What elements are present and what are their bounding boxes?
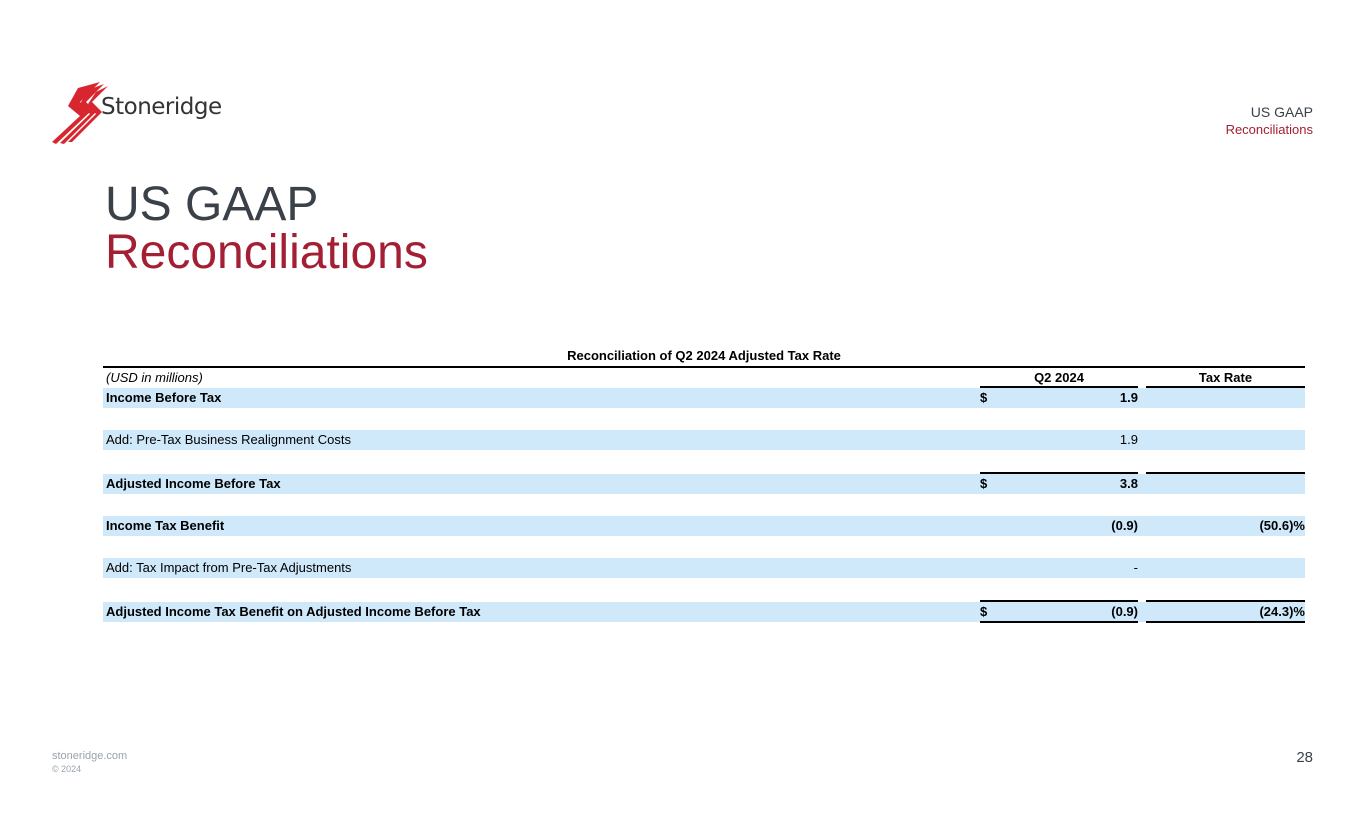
logo-wordmark: Stoneridge (101, 94, 222, 120)
row-value: (0.9) (1111, 518, 1138, 533)
row-label: Adjusted Income Tax Benefit on Adjusted … (106, 604, 481, 619)
row-dollar: $ (980, 476, 988, 491)
column-header-tax-rate: Tax Rate (1198, 370, 1253, 385)
table-row: Adjusted Income Tax Benefit on Adjusted … (103, 602, 1305, 622)
column-header-q2: Q2 2024 (1034, 370, 1084, 385)
table-row: Add: Pre-Tax Business Realignment Costs … (103, 430, 1305, 450)
row-label: Income Tax Benefit (106, 518, 225, 533)
page-subtitle: Reconciliations (105, 226, 428, 279)
unit-label: (USD in millions) (106, 370, 203, 385)
row-rate: (24.3)% (1259, 604, 1305, 619)
divider (1146, 472, 1305, 474)
row-dollar: $ (980, 390, 988, 405)
divider (1146, 386, 1305, 388)
page-number: 28 (1296, 749, 1313, 766)
row-label: Income Before Tax (106, 390, 222, 405)
table-row: Income Tax Benefit (0.9) (50.6)% (103, 516, 1305, 536)
divider (1146, 621, 1305, 623)
row-dollar: $ (980, 604, 988, 619)
divider (103, 366, 1305, 368)
row-label: Add: Pre-Tax Business Realignment Costs (106, 432, 351, 447)
table-row: Adjusted Income Before Tax $ 3.8 (103, 474, 1305, 494)
page-title: US GAAP (105, 178, 319, 231)
divider (980, 600, 1138, 602)
row-value: 3.8 (1119, 476, 1138, 491)
row-value: 1.9 (1119, 432, 1138, 447)
website-link[interactable]: stoneridge.com (52, 750, 128, 762)
copyright: © 2024 (52, 764, 82, 774)
row-value: 1.9 (1119, 390, 1138, 405)
row-value: (0.9) (1111, 604, 1138, 619)
header-section: US GAAP (1250, 104, 1313, 120)
divider (980, 472, 1138, 474)
divider (980, 621, 1138, 623)
divider (1146, 600, 1305, 602)
row-label: Add: Tax Impact from Pre-Tax Adjustments (106, 560, 352, 575)
stoneridge-logo (52, 82, 108, 144)
table-title: Reconciliation of Q2 2024 Adjusted Tax R… (567, 348, 841, 363)
row-rate: (50.6)% (1259, 518, 1305, 533)
divider (980, 386, 1138, 388)
row-label: Adjusted Income Before Tax (106, 476, 281, 491)
table-row: Add: Tax Impact from Pre-Tax Adjustments… (103, 558, 1305, 578)
table-row: Income Before Tax $ 1.9 (103, 388, 1305, 408)
row-value: - (1133, 560, 1138, 575)
header-subsection: Reconciliations (1225, 122, 1313, 137)
